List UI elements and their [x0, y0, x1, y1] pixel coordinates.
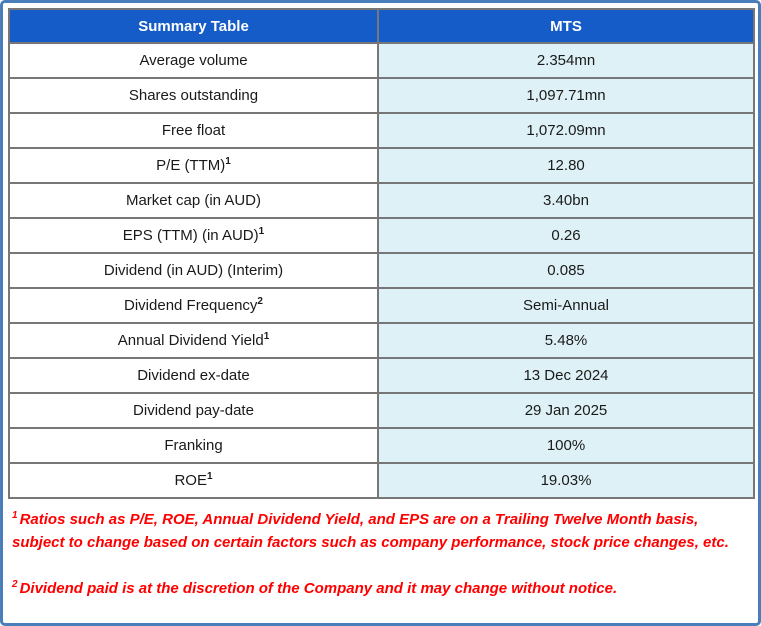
- header-cell-ticker: MTS: [377, 8, 755, 44]
- metric-label: Free float: [161, 122, 226, 139]
- table-row: Dividend Frequency2 Semi-Annual: [8, 287, 755, 324]
- value-cell: 5.48%: [377, 322, 755, 359]
- footnote-1-text: Ratios such as P/E, ROE, Annual Dividend…: [12, 511, 729, 552]
- metric-cell: Market cap (in AUD): [8, 182, 379, 219]
- metric-label: Annual Dividend Yield: [117, 332, 264, 349]
- metric-label: ROE: [174, 472, 207, 489]
- metric-cell: Dividend (in AUD) (Interim): [8, 252, 379, 289]
- table-row: Market cap (in AUD) 3.40bn: [8, 182, 755, 219]
- table-row: Dividend ex-date 13 Dec 2024: [8, 357, 755, 394]
- value-cell: 3.40bn: [377, 182, 755, 219]
- footnote-2-marker: 2: [12, 578, 18, 590]
- value-cell: 2.354mn: [377, 42, 755, 79]
- table-row: P/E (TTM)1 12.80: [8, 147, 755, 184]
- metric-cell: Average volume: [8, 42, 379, 79]
- summary-table: Summary Table MTS Average volume 2.354mn…: [8, 8, 755, 499]
- footnote-2-text: Dividend paid is at the discretion of th…: [19, 579, 618, 597]
- footnote-marker: 1: [206, 471, 213, 482]
- table-row: Average volume 2.354mn: [8, 42, 755, 79]
- metric-cell: Franking: [8, 427, 379, 464]
- value-cell: 13 Dec 2024: [377, 357, 755, 394]
- value-cell: Semi-Annual: [377, 287, 755, 324]
- value-cell: 29 Jan 2025: [377, 392, 755, 429]
- metric-cell: EPS (TTM) (in AUD)1: [8, 217, 379, 254]
- metric-cell: ROE1: [8, 462, 379, 499]
- metric-label: Average volume: [139, 52, 248, 69]
- metric-cell: Annual Dividend Yield1: [8, 322, 379, 359]
- metric-label: Dividend ex-date: [137, 367, 250, 384]
- metric-cell: Dividend pay-date: [8, 392, 379, 429]
- value-cell: 19.03%: [377, 462, 755, 499]
- footnote-2: 2 Dividend paid is at the discretion of t…: [12, 577, 749, 600]
- table-row: Dividend (in AUD) (Interim) 0.085: [8, 252, 755, 289]
- value-cell: 12.80: [377, 147, 755, 184]
- metric-label: Dividend Frequency: [124, 297, 258, 314]
- header-cell-summary-table: Summary Table: [8, 8, 379, 44]
- metric-cell: P/E (TTM)1: [8, 147, 379, 184]
- footnote-marker: 2: [257, 296, 263, 307]
- value-cell: 100%: [377, 427, 755, 464]
- footnotes-section: 1 Ratios such as P/E, ROE, Annual Dividen…: [8, 499, 753, 600]
- value-cell: 1,072.09mn: [377, 112, 755, 149]
- metric-label: Shares outstanding: [128, 87, 259, 104]
- footnote-1-marker: 1: [12, 510, 18, 521]
- value-cell: 1,097.71mn: [377, 77, 755, 114]
- footnote-1: 1 Ratios such as P/E, ROE, Annual Dividen…: [12, 508, 749, 555]
- metric-label: Dividend pay-date: [133, 402, 254, 419]
- metric-cell: Dividend Frequency2: [8, 287, 379, 324]
- metric-label: Franking: [164, 437, 223, 454]
- table-row: Shares outstanding 1,097.71mn: [8, 77, 755, 114]
- value-cell: 0.085: [377, 252, 755, 289]
- table-row: Free float 1,072.09mn: [8, 112, 755, 149]
- metric-cell: Free float: [8, 112, 379, 149]
- table-row: ROE1 19.03%: [8, 462, 755, 499]
- footnote-marker: 1: [258, 226, 265, 237]
- table-row: EPS (TTM) (in AUD)1 0.26: [8, 217, 755, 254]
- metric-label: P/E (TTM): [156, 157, 226, 174]
- metric-cell: Dividend ex-date: [8, 357, 379, 394]
- metric-label: Dividend (in AUD) (Interim): [103, 262, 284, 279]
- value-cell: 0.26: [377, 217, 755, 254]
- metric-label: EPS (TTM) (in AUD): [122, 227, 259, 244]
- footnote-marker: 1: [225, 156, 231, 167]
- metric-cell: Shares outstanding: [8, 77, 379, 114]
- table-row: Dividend pay-date 29 Jan 2025: [8, 392, 755, 429]
- table-header-row: Summary Table MTS: [8, 8, 755, 44]
- table-row: Annual Dividend Yield1 5.48%: [8, 322, 755, 359]
- footnote-marker: 1: [263, 331, 270, 342]
- metric-label: Market cap (in AUD): [125, 192, 262, 209]
- table-row: Franking 100%: [8, 427, 755, 464]
